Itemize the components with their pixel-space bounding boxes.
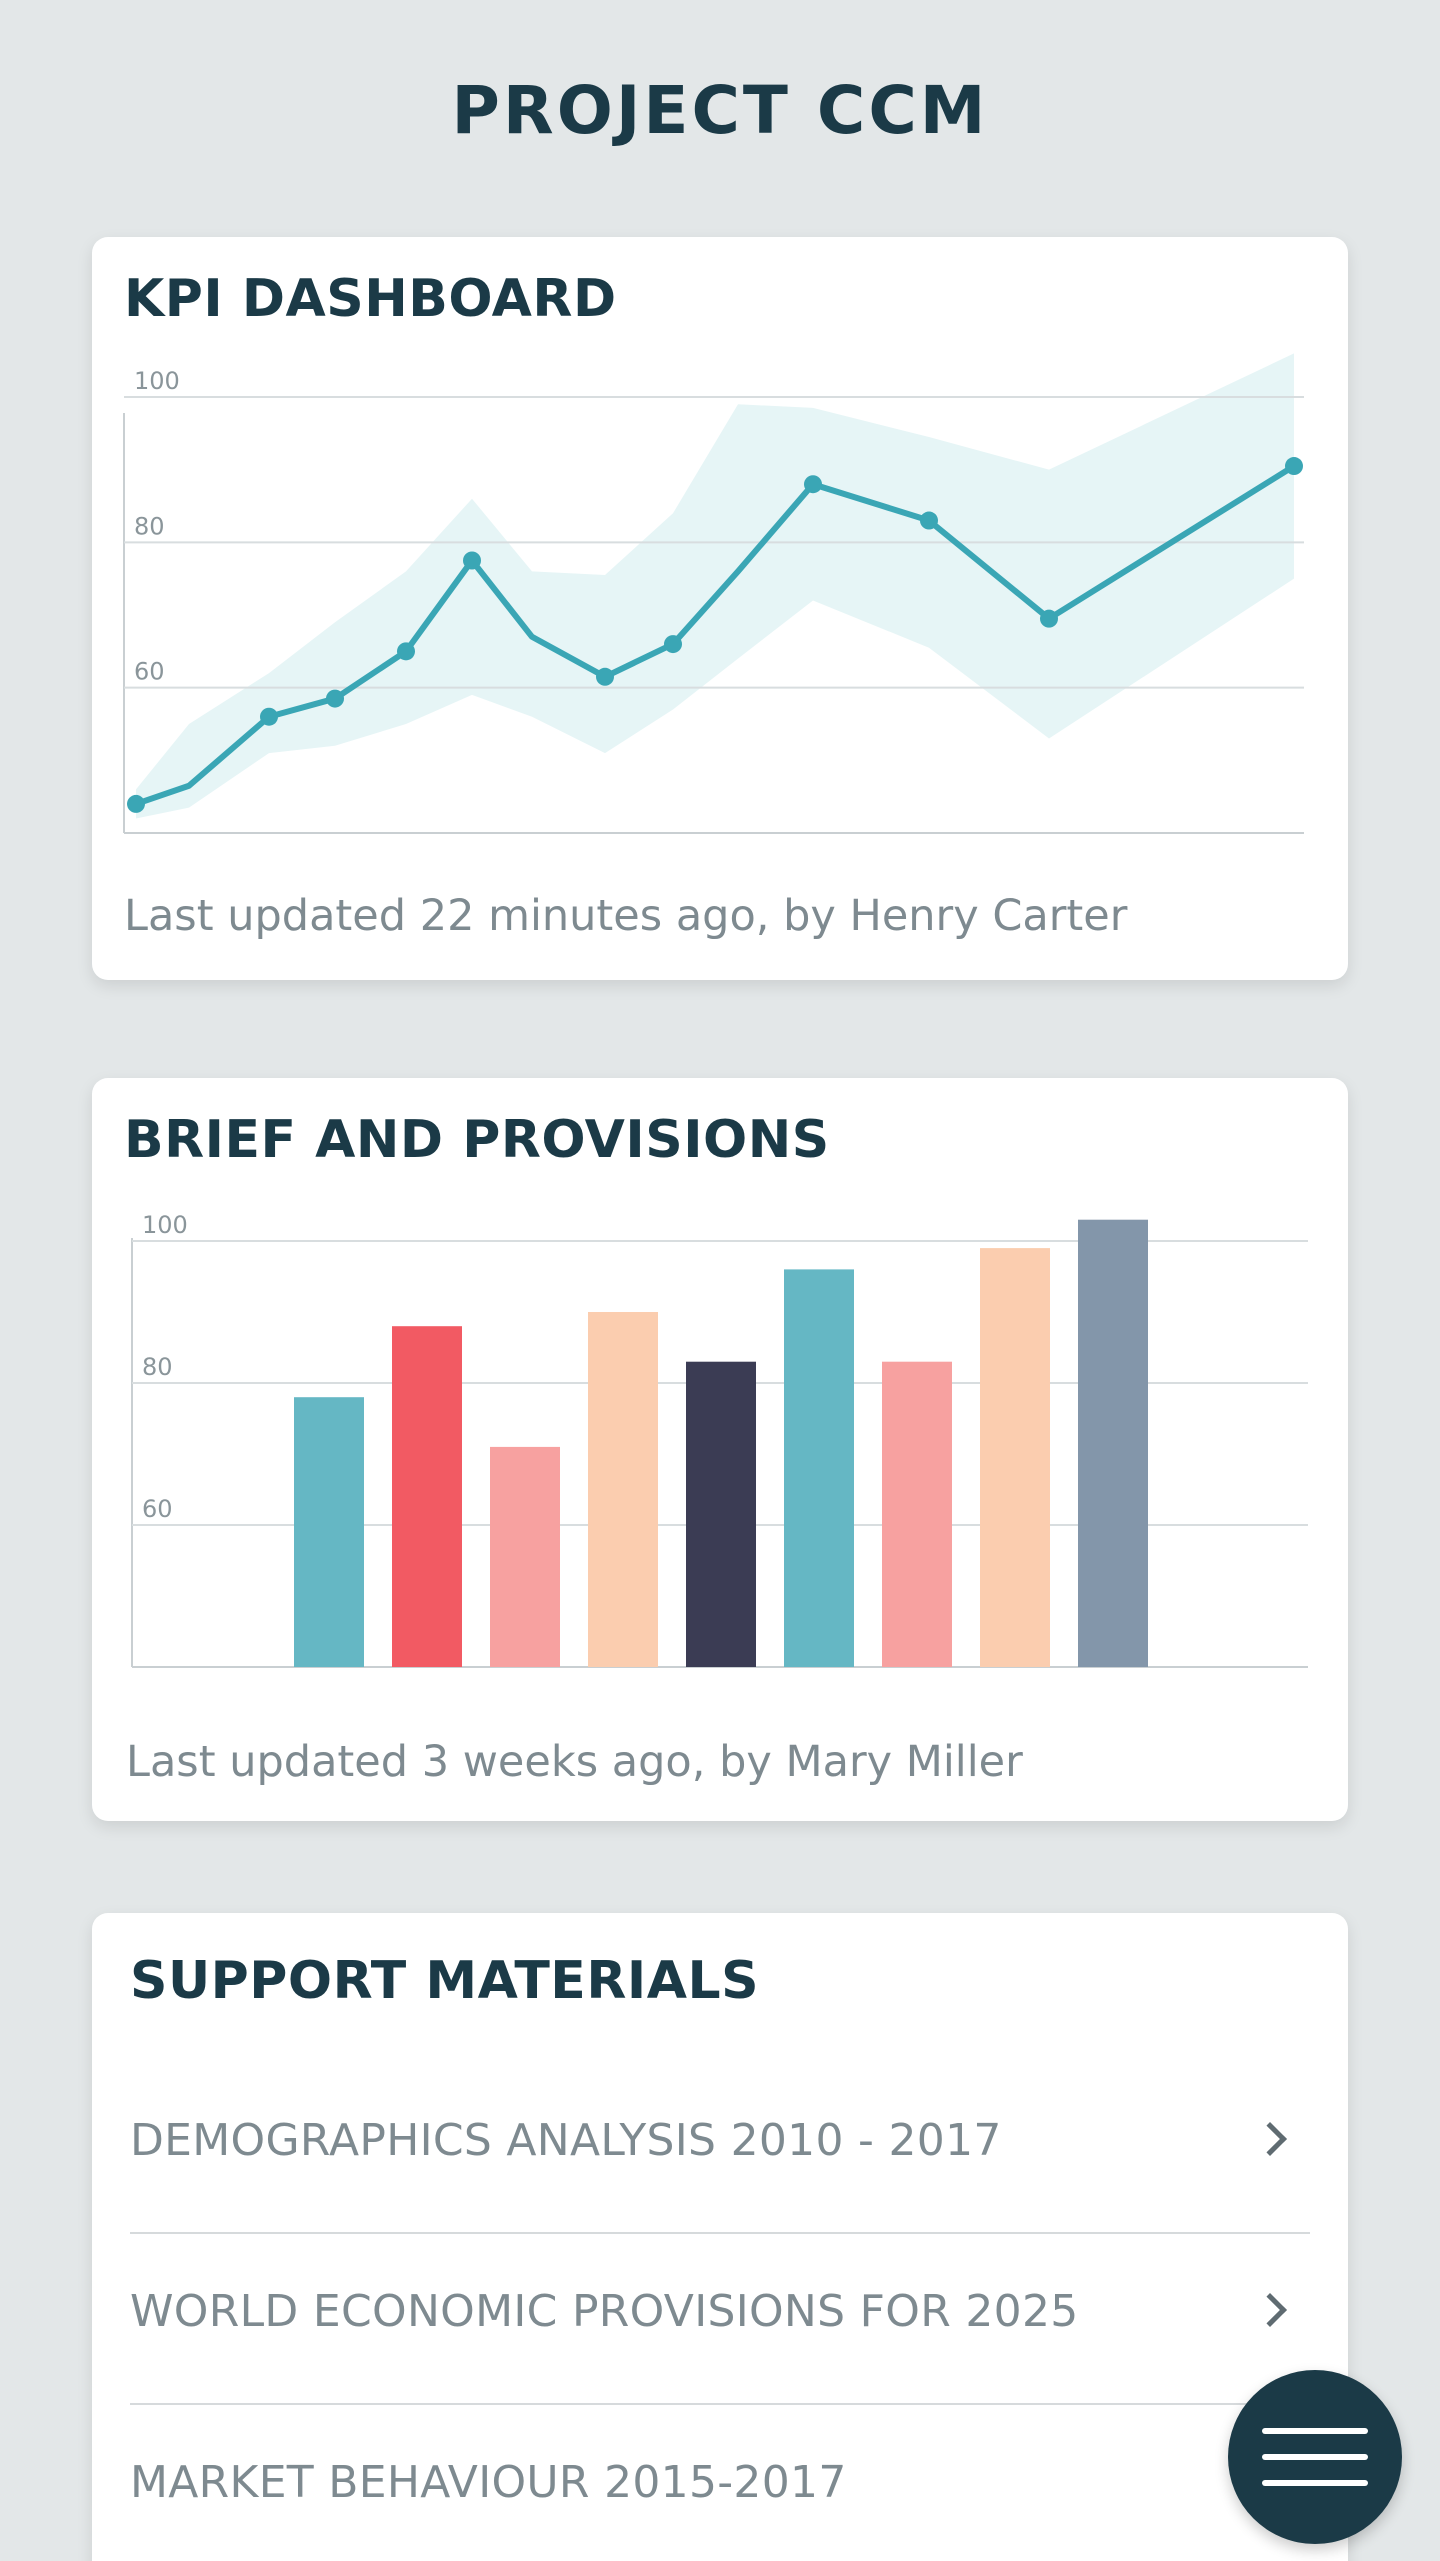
data-point — [804, 475, 822, 494]
page-title: PROJECT CCM — [451, 72, 989, 149]
support-card-title: SUPPORT MATERIALS — [130, 1951, 760, 2011]
data-point — [127, 794, 145, 813]
y-tick-label: 80 — [134, 512, 165, 540]
material-label: DEMOGRAPHICS ANALYSIS 2010 - 2017 — [130, 2115, 1002, 2166]
menu-button[interactable] — [1228, 2370, 1402, 2544]
bar — [588, 1312, 658, 1667]
bar — [294, 1397, 364, 1667]
data-point — [664, 635, 682, 654]
chevron-right-icon — [1253, 2293, 1287, 2327]
data-point — [326, 689, 344, 708]
material-label: MARKET BEHAVIOUR 2015-2017 — [130, 2457, 847, 2508]
bar — [686, 1361, 756, 1667]
kpi-card-title: KPI DASHBOARD — [124, 269, 617, 329]
series-line — [133, 463, 1297, 807]
material-label: WORLD ECONOMIC PROVISIONS FOR 2025 — [130, 2286, 1079, 2337]
data-point — [260, 707, 278, 726]
chevron-right-icon — [1253, 2122, 1287, 2156]
kpi-dashboard-card[interactable]: KPI DASHBOARD 60 80 100 Last updated 22 mi… — [92, 237, 1348, 980]
bar — [490, 1446, 560, 1667]
y-tick-label: 100 — [142, 1211, 188, 1239]
y-tick-label: 100 — [134, 367, 180, 395]
y-tick-label: 80 — [142, 1353, 173, 1381]
data-point — [463, 551, 481, 570]
brief-bar-chart: 60 80 100 — [131, 1211, 1308, 1668]
bar — [882, 1361, 952, 1667]
materials-list: DEMOGRAPHICS ANALYSIS 2010 - 2017 WORLD … — [130, 2063, 1310, 2561]
bar — [784, 1269, 854, 1667]
y-tick-label: 60 — [134, 658, 165, 686]
bar — [980, 1248, 1050, 1667]
data-point — [397, 642, 415, 661]
data-point — [1285, 457, 1303, 476]
kpi-line-chart: 60 80 100 — [123, 353, 1304, 834]
brief-card-title: BRIEF AND PROVISIONS — [124, 1110, 830, 1170]
data-point — [920, 511, 938, 530]
kpi-last-updated: Last updated 22 minutes ago, by Henry Ca… — [124, 891, 1128, 941]
confidence-band — [136, 353, 1294, 819]
data-point — [1040, 609, 1058, 628]
list-item[interactable]: MARKET BEHAVIOUR 2015-2017 — [130, 2405, 1310, 2561]
bar — [392, 1326, 462, 1667]
list-item[interactable]: DEMOGRAPHICS ANALYSIS 2010 - 2017 — [130, 2063, 1310, 2234]
data-point — [596, 667, 614, 686]
y-tick-label: 60 — [142, 1495, 173, 1523]
list-item[interactable]: WORLD ECONOMIC PROVISIONS FOR 2025 — [130, 2234, 1310, 2405]
brief-last-updated: Last updated 3 weeks ago, by Mary Miller — [126, 1737, 1023, 1787]
brief-provisions-card[interactable]: BRIEF AND PROVISIONS 60 80 100 Last update… — [92, 1078, 1348, 1821]
bar — [1078, 1219, 1148, 1667]
support-materials-card: SUPPORT MATERIALS DEMOGRAPHICS ANALYSIS … — [92, 1913, 1348, 2561]
